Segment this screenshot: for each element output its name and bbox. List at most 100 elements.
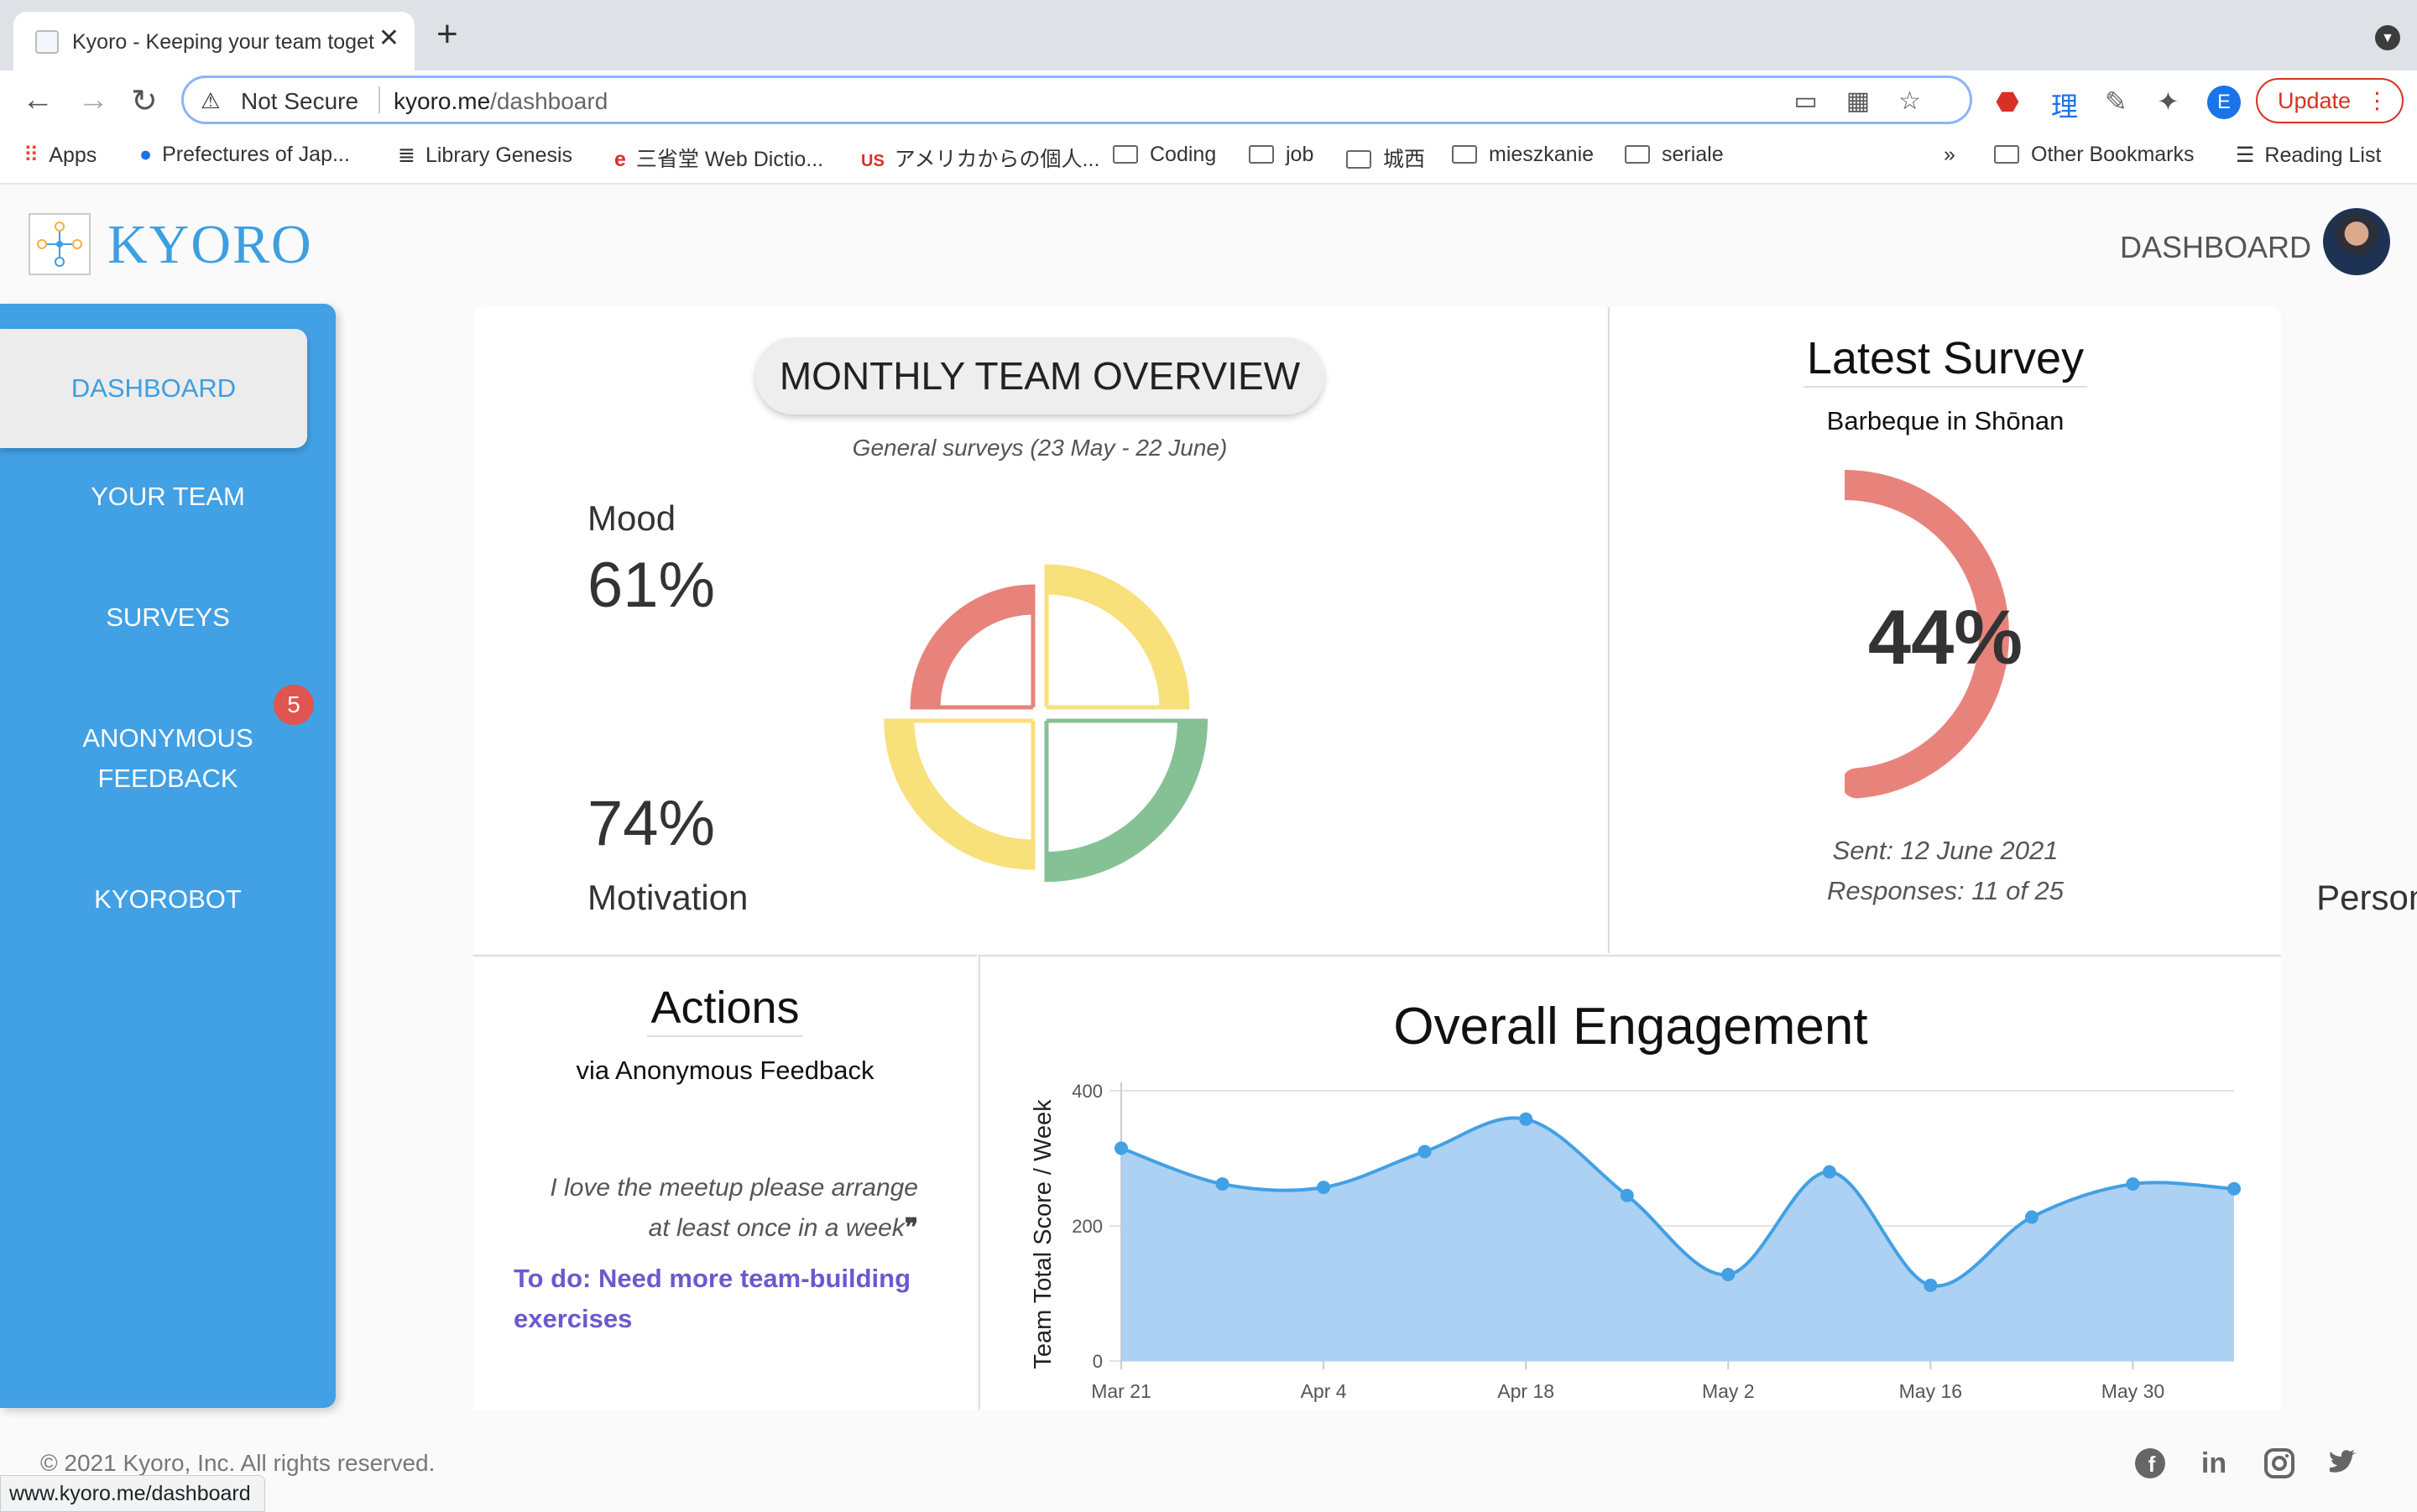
- latest-survey-title: Latest Survey: [1803, 332, 2088, 388]
- kyoro-logo-icon[interactable]: [29, 213, 91, 275]
- quote-mark-icon: ❞: [904, 1213, 918, 1243]
- address-bar[interactable]: ⚠ Not Secure kyoro.me/dashboard ▭▦☆: [181, 76, 1972, 124]
- actions-card: Actions via Anonymous Feedback I love th…: [473, 955, 977, 1410]
- twitter-icon[interactable]: [2326, 1447, 2360, 1480]
- omnibox-actions: ▭▦☆: [1793, 86, 1950, 116]
- folder-icon: [1249, 145, 1274, 164]
- x-tick-label: Apr 18: [1497, 1380, 1554, 1402]
- reading-list[interactable]: ☰ Reading List: [2236, 143, 2381, 168]
- data-point: [2126, 1177, 2140, 1191]
- bookmark-folder-coding[interactable]: Coding: [1113, 143, 1216, 167]
- data-point: [2227, 1181, 2241, 1196]
- bookmark-library-genesis[interactable]: ≣ Library Genesis: [398, 143, 572, 168]
- eyedropper-extension-icon[interactable]: ✎: [2105, 86, 2127, 117]
- browser-tab[interactable]: Kyoro - Keeping your team together ✕: [13, 12, 415, 70]
- latest-survey-title-wrap: Latest Survey: [1610, 332, 2281, 388]
- other-bookmarks[interactable]: Other Bookmarks: [1994, 143, 2195, 167]
- bookmark-label: job: [1286, 143, 1314, 166]
- reload-icon[interactable]: ↻: [131, 84, 158, 119]
- x-tick-label: Apr 4: [1301, 1380, 1347, 1402]
- feedback-quote-text: I love the meetup please arrange at leas…: [550, 1174, 918, 1242]
- logo-network-icon: [37, 222, 82, 267]
- reading-list-label: Reading List: [2264, 143, 2382, 167]
- svg-text:f: f: [2148, 1452, 2156, 1477]
- qr-code-icon[interactable]: ▦: [1845, 87, 1899, 115]
- new-tab-button[interactable]: +: [436, 13, 458, 55]
- x-tick-label: Mar 21: [1091, 1380, 1151, 1402]
- mood-segment: [910, 584, 1033, 707]
- url-host: kyoro.me: [394, 88, 491, 114]
- engagement-area-chart: 0 200 400 Mar 21 Apr 4 Apr 18 May 2 May 16 May 3…: [1030, 1081, 2241, 1402]
- latest-survey-name[interactable]: Barbeque in Shōnan: [1826, 406, 2065, 435]
- sidebar-item-your-team[interactable]: YOUR TEAM: [91, 482, 245, 511]
- url-text[interactable]: kyoro.me/dashboard: [394, 88, 608, 115]
- profile-avatar-icon[interactable]: E: [2207, 86, 2241, 119]
- tab-search-icon[interactable]: ▼: [2375, 25, 2400, 50]
- y-tick-label: 200: [1072, 1216, 1103, 1237]
- warning-icon[interactable]: ⚠: [201, 88, 221, 113]
- cast-icon[interactable]: ▭: [1793, 87, 1846, 115]
- sidebar-item-dashboard[interactable]: DASHBOARD: [0, 329, 307, 448]
- feedback-quote: I love the meetup please arrange at leas…: [532, 1168, 918, 1249]
- browser-tab-strip: Kyoro - Keeping your team together ✕ + ▼: [0, 0, 2417, 70]
- more-menu-icon[interactable]: ⋮: [2366, 88, 2388, 113]
- bookmark-apps[interactable]: ⠿ Apps: [23, 143, 97, 168]
- forward-icon[interactable]: →: [77, 82, 109, 117]
- instagram-glyph: [2264, 1448, 2294, 1478]
- close-tab-icon[interactable]: ✕: [378, 24, 399, 52]
- back-icon[interactable]: ←: [22, 82, 54, 117]
- adblock-extension-icon[interactable]: ⬣: [1996, 86, 2019, 117]
- app-header: KYORO DASHBOARD: [0, 185, 2417, 302]
- goals-label: Personal goals: [2316, 878, 2417, 917]
- data-point: [1215, 1177, 1229, 1191]
- monthly-overview-card: MONTHLY TEAM OVERVIEW General surveys (2…: [473, 307, 2417, 953]
- browser-toolbar: ← → ↻ ⚠ Not Secure kyoro.me/dashboard ▭▦…: [0, 70, 2417, 131]
- bookmark-star-icon[interactable]: ☆: [1898, 87, 1950, 115]
- bookmark-folder-josai[interactable]: 城西: [1346, 143, 1425, 173]
- bookmark-prefectures[interactable]: ● Prefectures of Jap...: [139, 143, 350, 167]
- x-tick-label: May 16: [1899, 1380, 1962, 1402]
- bookmark-label: アメリカからの個人...: [894, 148, 1100, 171]
- bookmark-label: Prefectures of Jap...: [162, 143, 350, 166]
- todo-action[interactable]: To do: Need more team-building exercises: [514, 1264, 911, 1333]
- data-point: [1924, 1278, 1938, 1292]
- bookmark-label: seriale: [1662, 143, 1724, 166]
- url-path: /dashboard: [490, 88, 608, 114]
- bookmark-folder-seriale[interactable]: seriale: [1625, 143, 1724, 167]
- sidebar-item-surveys[interactable]: SURVEYS: [106, 602, 230, 632]
- motivation-segment: [884, 721, 1033, 870]
- not-secure-label[interactable]: Not Secure: [241, 88, 359, 114]
- bookmarks-overflow-icon[interactable]: »: [1944, 143, 1955, 166]
- update-button[interactable]: Update ⋮: [2256, 78, 2404, 123]
- sidebar-item-anonymous-feedback[interactable]: ANONYMOUS FEEDBACK: [82, 723, 253, 793]
- actions-title: Actions: [647, 982, 803, 1037]
- engagement-title: Overall Engagement: [1393, 998, 1868, 1056]
- mood-value: 61%: [587, 550, 716, 621]
- kanji-extension-icon[interactable]: 理: [2051, 91, 2079, 122]
- tab-title: Kyoro - Keeping your team together: [72, 30, 374, 54]
- instagram-icon[interactable]: [2263, 1447, 2296, 1480]
- x-tick-label: May 2: [1702, 1380, 1755, 1402]
- bookmark-folder-job[interactable]: job: [1249, 143, 1313, 167]
- feedback-count-badge: 5: [274, 685, 314, 725]
- globe-icon: ●: [139, 143, 153, 166]
- extensions-puzzle-icon[interactable]: ✦: [2157, 86, 2179, 117]
- other-bookmarks-label: Other Bookmarks: [2031, 143, 2195, 166]
- user-avatar[interactable]: [2323, 208, 2390, 275]
- linkedin-icon[interactable]: in: [2200, 1447, 2227, 1479]
- bookmark-us-import[interactable]: US アメリカからの個人...: [861, 143, 1099, 173]
- data-point: [1822, 1165, 1836, 1179]
- sidebar-item-kyorobot[interactable]: KYOROBOT: [94, 884, 242, 914]
- data-point: [1519, 1112, 1533, 1126]
- folder-icon: [1625, 145, 1650, 164]
- overview-title[interactable]: MONTHLY TEAM OVERVIEW: [755, 337, 1324, 414]
- sidebar: DASHBOARD YOUR TEAM SURVEYS ANONYMOUS FE…: [0, 304, 336, 1408]
- copyright: © 2021 Kyoro, Inc. All rights reserved.: [40, 1450, 436, 1476]
- actions-title-wrap: Actions: [473, 982, 977, 1037]
- reading-list-icon: ☰: [2236, 143, 2255, 167]
- logo-wordmark[interactable]: KYORO: [107, 214, 313, 275]
- bookmark-sanseido[interactable]: e 三省堂 Web Dictio...: [614, 143, 823, 173]
- bookmark-folder-mieszkanie[interactable]: mieszkanie: [1452, 143, 1594, 167]
- facebook-icon[interactable]: f: [2133, 1447, 2167, 1480]
- motivation-value: 74%: [587, 788, 716, 859]
